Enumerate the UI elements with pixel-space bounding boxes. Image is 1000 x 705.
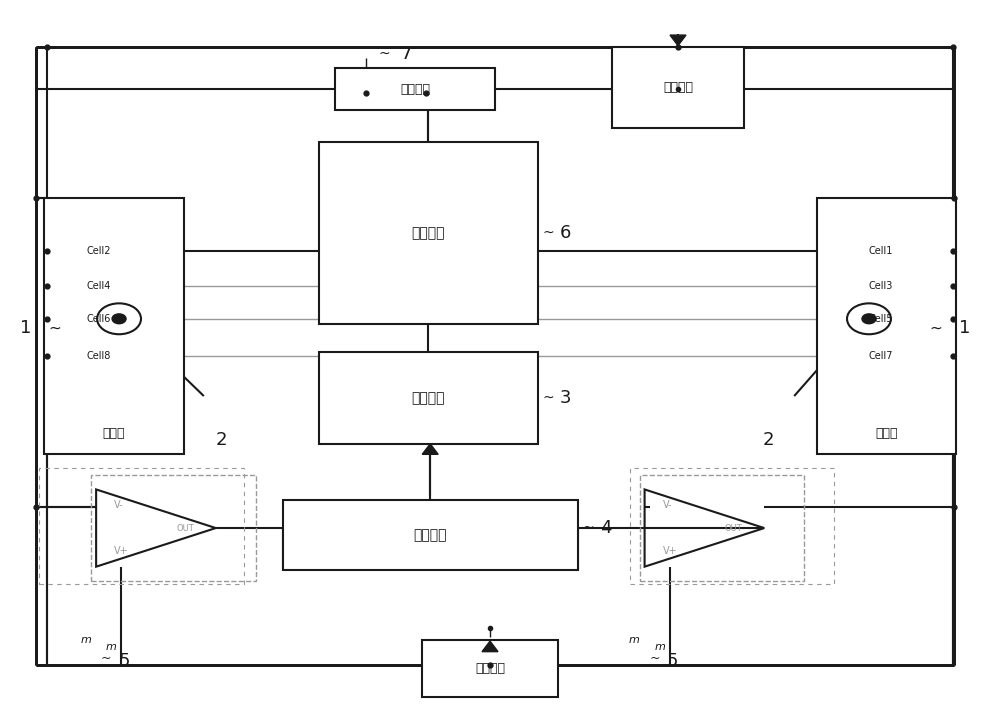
Text: ~: ~ bbox=[650, 651, 660, 665]
Text: V+: V+ bbox=[663, 546, 677, 556]
Text: 1: 1 bbox=[20, 319, 31, 337]
Text: 5: 5 bbox=[667, 653, 678, 670]
Text: 主控模块: 主控模块 bbox=[411, 391, 445, 405]
Text: Cell8: Cell8 bbox=[86, 351, 111, 361]
Text: 管理模块: 管理模块 bbox=[411, 226, 445, 240]
Text: 开关模块: 开关模块 bbox=[400, 82, 430, 96]
Text: m: m bbox=[629, 635, 640, 645]
Text: ~: ~ bbox=[543, 226, 555, 240]
Text: Cell5: Cell5 bbox=[869, 314, 893, 324]
Text: 输出负极: 输出负极 bbox=[475, 662, 505, 675]
Text: 6: 6 bbox=[560, 224, 571, 242]
Text: 电芯组: 电芯组 bbox=[875, 427, 898, 440]
Bar bbox=[52, 202, 176, 450]
Bar bbox=[39, 468, 244, 584]
Text: ~: ~ bbox=[379, 47, 390, 61]
Bar bbox=[335, 68, 495, 110]
Polygon shape bbox=[422, 443, 438, 454]
Polygon shape bbox=[670, 35, 686, 46]
Text: Cell6: Cell6 bbox=[86, 314, 111, 324]
Bar bbox=[825, 202, 948, 450]
Text: Cell3: Cell3 bbox=[869, 281, 893, 290]
Text: 2: 2 bbox=[763, 431, 774, 449]
Bar bbox=[422, 640, 558, 697]
Circle shape bbox=[862, 314, 876, 324]
Polygon shape bbox=[482, 641, 498, 651]
Text: V+: V+ bbox=[114, 546, 129, 556]
Bar bbox=[319, 352, 538, 443]
Text: ~: ~ bbox=[48, 320, 61, 336]
Text: 电芯组: 电芯组 bbox=[103, 427, 125, 440]
Text: ~: ~ bbox=[929, 320, 942, 336]
Text: m: m bbox=[80, 635, 91, 645]
Bar bbox=[44, 198, 184, 454]
Text: V-: V- bbox=[114, 500, 124, 510]
Bar bbox=[630, 468, 834, 584]
Text: Cell1: Cell1 bbox=[869, 245, 893, 256]
Text: 传输模块: 传输模块 bbox=[413, 528, 447, 542]
Bar bbox=[640, 475, 804, 581]
Text: 3: 3 bbox=[560, 389, 571, 407]
Text: V-: V- bbox=[663, 500, 672, 510]
Text: Cell4: Cell4 bbox=[86, 281, 111, 290]
Text: Cell7: Cell7 bbox=[869, 351, 893, 361]
Circle shape bbox=[112, 314, 126, 324]
Bar bbox=[612, 47, 744, 128]
Text: 5: 5 bbox=[118, 653, 130, 670]
Text: ~: ~ bbox=[543, 391, 555, 405]
Text: 2: 2 bbox=[216, 431, 227, 449]
Bar bbox=[283, 500, 578, 570]
Text: 输出正极: 输出正极 bbox=[663, 81, 693, 94]
Text: ~: ~ bbox=[101, 651, 112, 665]
Text: 1: 1 bbox=[959, 319, 970, 337]
Text: m: m bbox=[106, 642, 117, 652]
Text: Cell2: Cell2 bbox=[86, 245, 111, 256]
Bar bbox=[91, 475, 256, 581]
Text: ~: ~ bbox=[583, 521, 594, 535]
Text: 4: 4 bbox=[600, 519, 611, 537]
Bar bbox=[817, 198, 956, 454]
Text: 7: 7 bbox=[400, 45, 412, 63]
Text: m: m bbox=[654, 642, 665, 652]
Text: OUT: OUT bbox=[176, 524, 194, 532]
Text: OUT: OUT bbox=[725, 524, 742, 532]
Bar bbox=[319, 142, 538, 324]
